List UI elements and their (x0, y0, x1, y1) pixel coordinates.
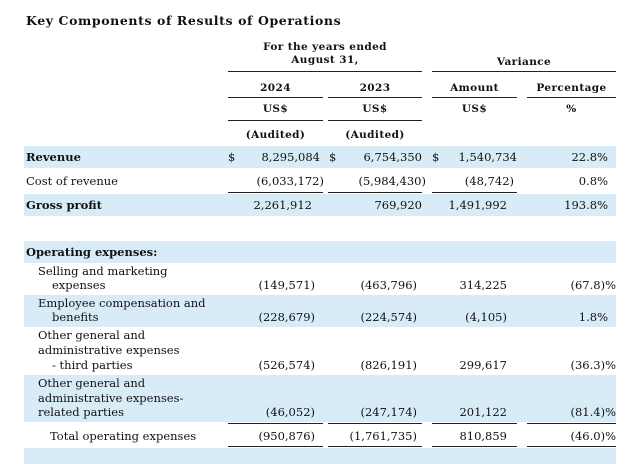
col-header-amount: Amount (450, 82, 499, 94)
total-rule-amount (432, 446, 517, 447)
variance-header: Variance (496, 56, 552, 68)
row-label-line2: benefits (52, 310, 99, 324)
unit-2024: US$ (262, 103, 289, 115)
value-2024: (228,679) (258, 310, 315, 324)
table-row-partial (24, 448, 616, 464)
value-2024: 2,261,912 (253, 198, 312, 212)
subtotal-rule-2024 (228, 192, 323, 193)
value-2024: (950,876) (258, 429, 315, 443)
variance-amount: (4,105) (465, 310, 507, 324)
page-title: Key Components of Results of Operations (26, 13, 342, 28)
unit-2023: US$ (362, 103, 388, 115)
variance-amount: (48,742) (464, 174, 514, 188)
value-2023: 769,920 (374, 198, 422, 212)
unit-percentage: % (566, 103, 577, 115)
col-header-2024: 2024 (260, 82, 291, 94)
currency-symbol: $ (329, 150, 337, 164)
row-label: Gross profit (26, 198, 102, 212)
period-underline (228, 71, 422, 72)
value-2023: (5,984,430) (358, 174, 426, 188)
variance-percentage: (36.3)% (570, 358, 616, 372)
section-heading: Operating expenses: (26, 245, 158, 259)
row-label-line2: administrative expenses (38, 343, 180, 357)
table-row-gross-profit: Gross profit 2,261,912 769,920 1,491,992… (24, 194, 616, 216)
row-label-line2: administrative expenses- (38, 391, 184, 405)
col-header-2023: 2023 (359, 82, 391, 94)
audited-2024: (Audited) (245, 129, 306, 141)
subtotal-rule-amount (432, 192, 517, 193)
variance-amount: 810,859 (459, 429, 507, 443)
variance-percentage: 193.8% (564, 198, 608, 212)
row-label-line2: expenses (52, 278, 106, 292)
variance-percentage: (67.8)% (570, 278, 616, 292)
subtotal-rule-2023 (328, 192, 422, 193)
value-2024: (526,574) (258, 358, 315, 372)
value-2023: (224,574) (360, 310, 417, 324)
row-label-line1: Other general and (38, 328, 146, 342)
currency-symbol: $ (228, 150, 236, 164)
header-underline-2023 (328, 97, 422, 98)
value-2023: (826,191) (360, 358, 417, 372)
subtotal-rule-amount (432, 423, 517, 424)
header-underline-percentage (527, 97, 616, 98)
header-underline-2024 (228, 97, 323, 98)
audited-2023: (Audited) (345, 129, 405, 141)
subtotal-rule-percentage (527, 423, 616, 424)
row-label: Total operating expenses (50, 429, 197, 443)
variance-amount: 314,225 (459, 278, 507, 292)
table-row-operating-expenses-heading: Operating expenses: (24, 241, 616, 263)
period-header-line2: August 31, (291, 54, 359, 66)
unit-underline-2023 (328, 120, 422, 121)
variance-percentage: (81.4)% (570, 405, 616, 419)
table-row-revenue: Revenue $ 8,295,084 $ 6,754,350 $ 1,540,… (24, 146, 616, 168)
table-row-other-ga-third-parties: Other general and administrative expense… (24, 327, 616, 375)
row-label-line3: - third parties (52, 358, 133, 372)
row-label: Revenue (26, 150, 81, 164)
variance-amount: 201,122 (459, 405, 507, 419)
subtotal-rule-2024 (228, 423, 323, 424)
variance-percentage: (46.0)% (570, 429, 616, 443)
total-rule-2024 (228, 446, 323, 447)
row-label: Cost of revenue (26, 174, 118, 188)
variance-amount: 1,491,992 (448, 198, 507, 212)
row-label-line3: related parties (38, 405, 125, 419)
variance-percentage: 22.8% (571, 150, 608, 164)
variance-amount: 1,540,734 (458, 150, 517, 164)
currency-symbol: $ (432, 150, 440, 164)
variance-underline (432, 71, 616, 72)
variance-amount: 299,617 (459, 358, 507, 372)
row-label-line1: Other general and (38, 376, 146, 390)
value-2023: (1,761,735) (349, 429, 417, 443)
value-2024: (6,033,172) (256, 174, 324, 188)
value-2023: (463,796) (360, 278, 417, 292)
value-2024: 8,295,084 (261, 150, 320, 164)
spacer-row (24, 217, 616, 239)
table-row-selling-marketing: Selling and marketing expenses (149,571)… (24, 263, 616, 295)
row-label-line1: Employee compensation and (38, 296, 206, 310)
value-2024: (46,052) (265, 405, 315, 419)
value-2023: 6,754,350 (363, 150, 422, 164)
period-header-line1: For the years ended (263, 41, 387, 53)
value-2023: (247,174) (360, 405, 417, 419)
subtotal-rule-2023 (328, 423, 422, 424)
variance-percentage: 0.8% (578, 174, 608, 188)
table-row-cost-of-revenue: Cost of revenue (6,033,172) (5,984,430) … (24, 170, 616, 192)
total-rule-percentage (527, 446, 616, 447)
row-label-line1: Selling and marketing (38, 264, 168, 278)
table-row-total-operating-expenses: Total operating expenses (950,876) (1,76… (24, 425, 616, 447)
table-row-other-ga-related-parties: Other general and administrative expense… (24, 375, 616, 422)
period-header: For the years ended August 31, (228, 41, 422, 67)
value-2024: (149,571) (258, 278, 315, 292)
unit-underline-2024 (228, 120, 323, 121)
unit-amount: US$ (461, 103, 488, 115)
variance-percentage: 1.8% (578, 310, 608, 324)
total-rule-2023 (328, 446, 422, 447)
col-header-percentage: Percentage (536, 82, 607, 94)
header-underline-amount (432, 97, 517, 98)
table-row-employee-compensation: Employee compensation and benefits (228,… (24, 295, 616, 327)
